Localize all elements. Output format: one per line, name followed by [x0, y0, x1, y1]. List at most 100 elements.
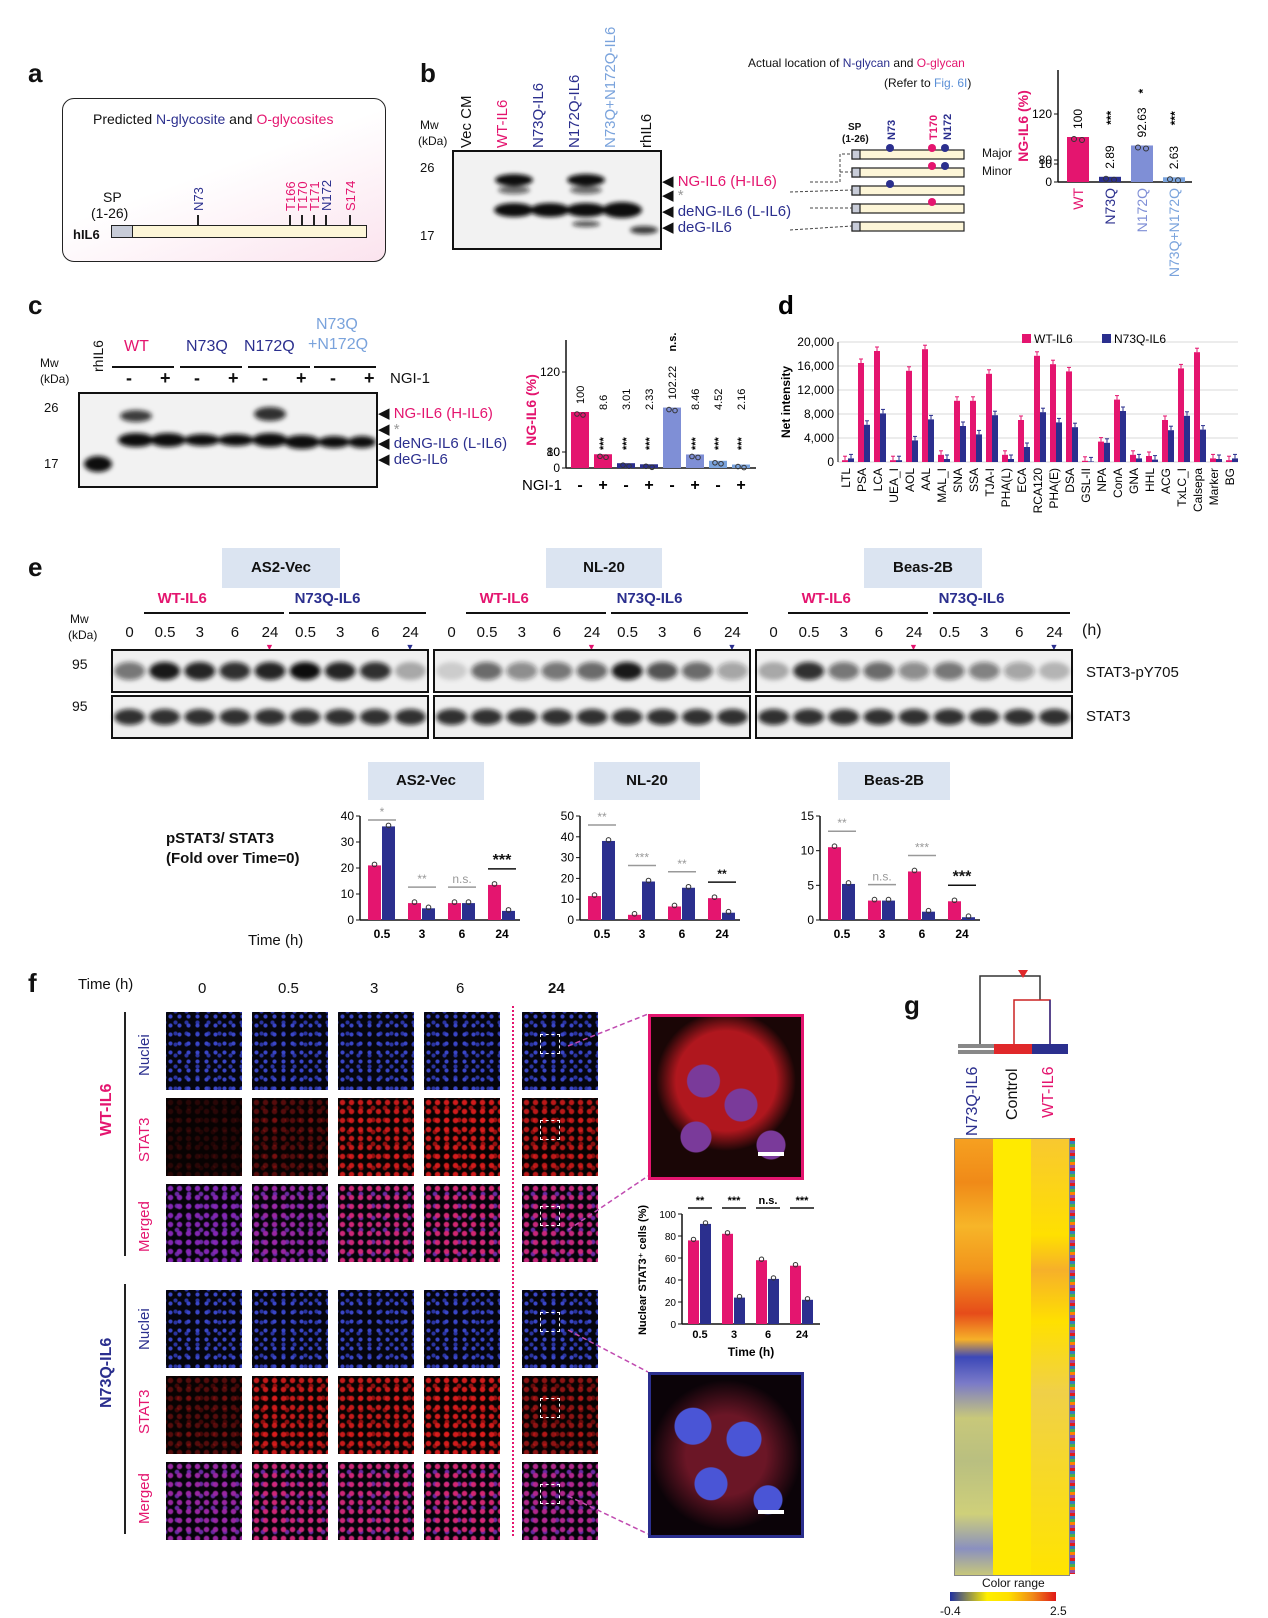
protein-label: hIL6: [73, 227, 100, 242]
f-nuclei-tile: [166, 1012, 242, 1090]
e-chart-bar: [708, 898, 721, 920]
e-band-stat3: [793, 709, 825, 725]
g-min: -0.4: [940, 1604, 961, 1618]
g-col-wt: WT-IL6: [1040, 1066, 1057, 1118]
e-chart-bar: [948, 901, 961, 920]
d-legend-swatch: [1102, 334, 1111, 343]
f-chart-dot: [792, 1262, 799, 1268]
e-band-pstat3: [506, 662, 538, 680]
e-time-label: 24: [905, 624, 923, 641]
e-chart-ticklabel: 15: [801, 809, 815, 823]
e-row-stat3: STAT3: [1086, 708, 1131, 725]
f-stat3-tile: [252, 1098, 328, 1176]
d-chart-bar: [858, 363, 864, 462]
e-chart-bar: [488, 884, 501, 920]
e-chart-sig: ***: [493, 852, 512, 869]
e-chart-dot: [685, 883, 692, 890]
e-band-pstat3: [394, 662, 426, 680]
b-chart-ticklabel: 0: [1045, 175, 1052, 189]
f-nuclei-tile: [522, 1012, 598, 1090]
e-chart-sig: n.s.: [452, 872, 471, 886]
c-chart-dot: [626, 463, 632, 469]
b-chart-sig: ***: [1104, 110, 1118, 124]
c-chart-sig: n.s.: [667, 333, 679, 352]
e-band-stat3: [541, 709, 573, 725]
b-chart-dot: [1079, 137, 1085, 143]
c-mw: Mw: [40, 356, 59, 370]
e-band-pstat3: [968, 662, 1000, 680]
e-band-stat3: [1038, 709, 1070, 725]
c-chart-ngi-sign: -: [715, 477, 720, 494]
b-chart-sig: ***: [1168, 111, 1182, 125]
f-chart-ticklabel: 0: [670, 1320, 676, 1331]
c-chart-bar: [617, 463, 635, 468]
d-chart-bar: [1136, 458, 1142, 462]
f-chart-xlabel: 24: [796, 1329, 809, 1341]
c-chart-sig: ***: [644, 436, 656, 450]
e-time-label: 24: [1046, 624, 1063, 641]
g-col-n73q: N73Q-IL6: [964, 1066, 981, 1136]
e-band-pstat3: [1038, 662, 1070, 680]
location-ref: (Refer to Fig. 6I): [884, 76, 972, 90]
e-wt-label: WT-IL6: [801, 590, 851, 607]
e-time-label: 6: [552, 624, 562, 641]
d-chart-bar: [938, 454, 944, 462]
e-chart-dot: [465, 899, 472, 905]
e-time-label: 0: [769, 624, 778, 641]
c-ngi-sign: +: [296, 368, 307, 388]
e-wt-label: WT-IL6: [479, 590, 529, 607]
d-chart-xlabel: SSA: [967, 468, 981, 492]
b-chart-dot: [1167, 176, 1173, 183]
c-chart-valuelabel: 100: [575, 386, 587, 404]
g-col-control: Control: [1004, 1068, 1021, 1120]
e-chart-sig: **: [417, 872, 427, 886]
e-chart-dot: [871, 896, 878, 903]
c-chart-ngi-sign: -: [577, 477, 582, 494]
d-chart-ticklabel: 20,000: [797, 335, 834, 349]
e-band-pstat3: [541, 662, 573, 680]
b-blot: [452, 150, 662, 250]
e-time-label: 24: [724, 624, 741, 641]
d-chart-bar: [1024, 447, 1030, 462]
e-band-pstat3: [254, 662, 286, 680]
e-chart-dot: [591, 892, 598, 898]
e-chart-bar: [868, 900, 881, 920]
c-group-n73q: N73Q: [186, 338, 228, 355]
e-band-pstat3: [646, 662, 678, 680]
e-band-pstat3: [114, 662, 146, 680]
e-time-label: 0.5: [798, 624, 820, 641]
d-chart-bar: [1200, 429, 1206, 462]
c-chart-valuelabel: 102.22: [667, 366, 679, 400]
e-chart-header-as2: AS2-Vec: [368, 762, 484, 800]
e-band-stat3: [184, 709, 216, 725]
d-chart-bar: [842, 460, 848, 462]
e-time-label: 0.5: [617, 624, 638, 641]
e-chart-bar: [682, 887, 695, 920]
c-mw-17: 17: [44, 456, 59, 471]
e-band-stat3: [254, 709, 286, 725]
f-chart-ticklabel: 20: [665, 1298, 677, 1309]
f-zoom-mut: [648, 1372, 804, 1538]
d-chart-bar: [1130, 454, 1136, 462]
e-chart-ticklabel: 30: [341, 835, 355, 849]
d-chart-xlabel: AOL: [903, 468, 917, 492]
c-chart-bar: [709, 460, 727, 468]
d-chart-bar: [1194, 352, 1200, 462]
e-chart-bar: [828, 847, 841, 920]
d-chart-bar: [1098, 441, 1104, 462]
e-time-label: 0.5: [476, 624, 498, 641]
d-legend-swatch: [1022, 334, 1031, 343]
e-chart-ticklabel: 40: [561, 830, 575, 844]
e-chart-beas: 0 5 10 15 ** 0.5 n.s. 3 *** 6 *** 24: [801, 809, 980, 941]
e-chart-dot: [925, 907, 932, 914]
d-chart-xlabel: AAL: [919, 468, 933, 491]
d-chart-bar: [848, 458, 854, 462]
d-chart-ticklabel: 0: [827, 455, 834, 469]
c-ngi-sign: +: [364, 368, 375, 388]
c-chart-dot: [689, 453, 695, 460]
e-chart-dot: [491, 881, 498, 887]
d-chart-bar: [1120, 411, 1126, 462]
d-chart-xlabel: PHA(E): [1047, 468, 1061, 509]
f-time-0: 0: [198, 980, 207, 997]
d-chart-bar: [1146, 456, 1152, 462]
